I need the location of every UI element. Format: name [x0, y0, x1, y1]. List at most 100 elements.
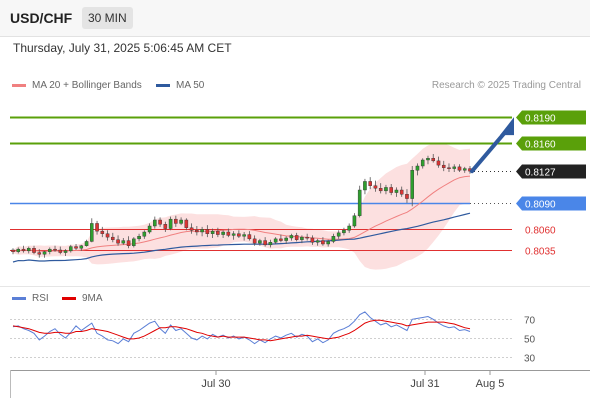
candle-body — [189, 227, 194, 231]
x-axis-label: Jul 31 — [410, 378, 439, 390]
candle-body — [11, 249, 15, 252]
last-level-tag — [516, 164, 586, 179]
candle-body — [168, 218, 173, 229]
support-level-label: 0.8035 — [525, 247, 556, 258]
ma50-swatch — [156, 83, 170, 87]
candle-body — [90, 223, 94, 242]
candle-body — [105, 233, 110, 238]
ma9-swatch — [62, 296, 76, 300]
candle-body — [415, 165, 420, 171]
candle-body — [310, 237, 315, 243]
candle-body — [163, 224, 168, 229]
candle-body — [373, 185, 378, 189]
candle-body — [210, 230, 215, 234]
candle-body — [63, 250, 68, 253]
x-axis-label: Aug 5 — [476, 378, 505, 390]
chart-header: USD/CHF 30 MIN — [0, 0, 590, 37]
candle-body — [132, 238, 136, 246]
candle-body — [121, 240, 126, 244]
candle-body — [237, 233, 241, 237]
candle-body — [179, 219, 183, 224]
candle-body — [357, 189, 362, 216]
legend-rsi-label: RSI — [32, 293, 49, 304]
candle-body — [363, 181, 367, 191]
candle-body — [321, 240, 325, 245]
candle-body — [352, 215, 357, 227]
candle-body — [289, 235, 294, 239]
candle-body — [447, 167, 451, 169]
legend-9ma-label: 9MA — [82, 293, 103, 304]
candle-body — [315, 240, 320, 243]
candle-body — [336, 232, 341, 237]
rsi-line — [12, 311, 471, 345]
candle-body — [268, 242, 273, 246]
candle-body — [294, 235, 299, 240]
candle-body — [279, 238, 283, 241]
candle-body — [200, 229, 204, 233]
candle-body — [331, 236, 336, 242]
rsi-tick-label: 50 — [524, 335, 536, 346]
candle-body — [378, 188, 383, 192]
candle-body — [384, 187, 388, 192]
candle-body — [58, 249, 63, 253]
candle-body — [284, 237, 288, 241]
legend-ma50: MA 50 — [156, 80, 204, 91]
rsi-tick-label: 30 — [524, 354, 536, 365]
candle-body — [457, 166, 462, 171]
timeframe-badge[interactable]: 30 MIN — [82, 7, 133, 29]
candle-body — [53, 248, 57, 251]
support-level-label: 0.8060 — [525, 226, 556, 237]
candle-body — [116, 239, 120, 244]
candle-body — [436, 160, 441, 166]
ma50-line — [12, 212, 471, 263]
legend-bollinger: MA 20 + Bollinger Bands — [12, 80, 142, 91]
candle-body — [389, 187, 393, 193]
candle-body — [84, 241, 89, 246]
ma20-line — [12, 175, 471, 253]
candle-body — [242, 234, 246, 237]
candle-body — [420, 159, 425, 167]
candle-body — [226, 231, 231, 236]
candle-body — [431, 158, 436, 162]
candle-body — [32, 248, 36, 253]
candle-body — [21, 248, 26, 252]
candle-body — [258, 240, 262, 244]
last-level-label: 0.8127 — [525, 168, 556, 179]
legend-rsi: RSI — [12, 293, 49, 304]
candle-body — [69, 246, 73, 252]
x-axis-label: Jul 30 — [201, 378, 230, 390]
candle-body — [452, 166, 457, 169]
candle-body — [399, 189, 404, 195]
research-credit: Research © 2025 Trading Central — [431, 80, 581, 91]
candle-body — [158, 219, 162, 225]
legend-ma50-label: MA 50 — [176, 80, 205, 91]
resistance-level-label: 0.8190 — [525, 114, 556, 125]
candle-body — [300, 236, 304, 240]
candle-body — [137, 236, 141, 240]
rsi-swatch — [12, 296, 26, 300]
candle-body — [462, 168, 467, 171]
candle-body — [441, 164, 446, 168]
bollinger-swatch — [12, 83, 26, 87]
candle-body — [347, 225, 351, 231]
candle-body — [247, 234, 252, 240]
candle-body — [231, 233, 236, 236]
rsi-9ma-line — [12, 319, 471, 342]
candle-body — [26, 248, 31, 252]
legend-9ma: 9MA — [62, 293, 103, 304]
rsi-tick-label: 70 — [524, 316, 536, 327]
pivot-level-label: 0.8090 — [525, 200, 556, 211]
candle-body — [263, 240, 267, 246]
candle-body — [205, 229, 210, 234]
candle-body — [405, 194, 409, 199]
candle-body — [126, 240, 131, 246]
candle-body — [37, 252, 42, 255]
candle-body — [305, 236, 309, 239]
candle-body — [47, 248, 52, 252]
candle-body — [342, 230, 346, 234]
candle-body — [410, 170, 414, 199]
candle-body — [216, 230, 220, 235]
candle-body — [252, 238, 257, 244]
projection-arrow-shaft — [470, 129, 508, 174]
